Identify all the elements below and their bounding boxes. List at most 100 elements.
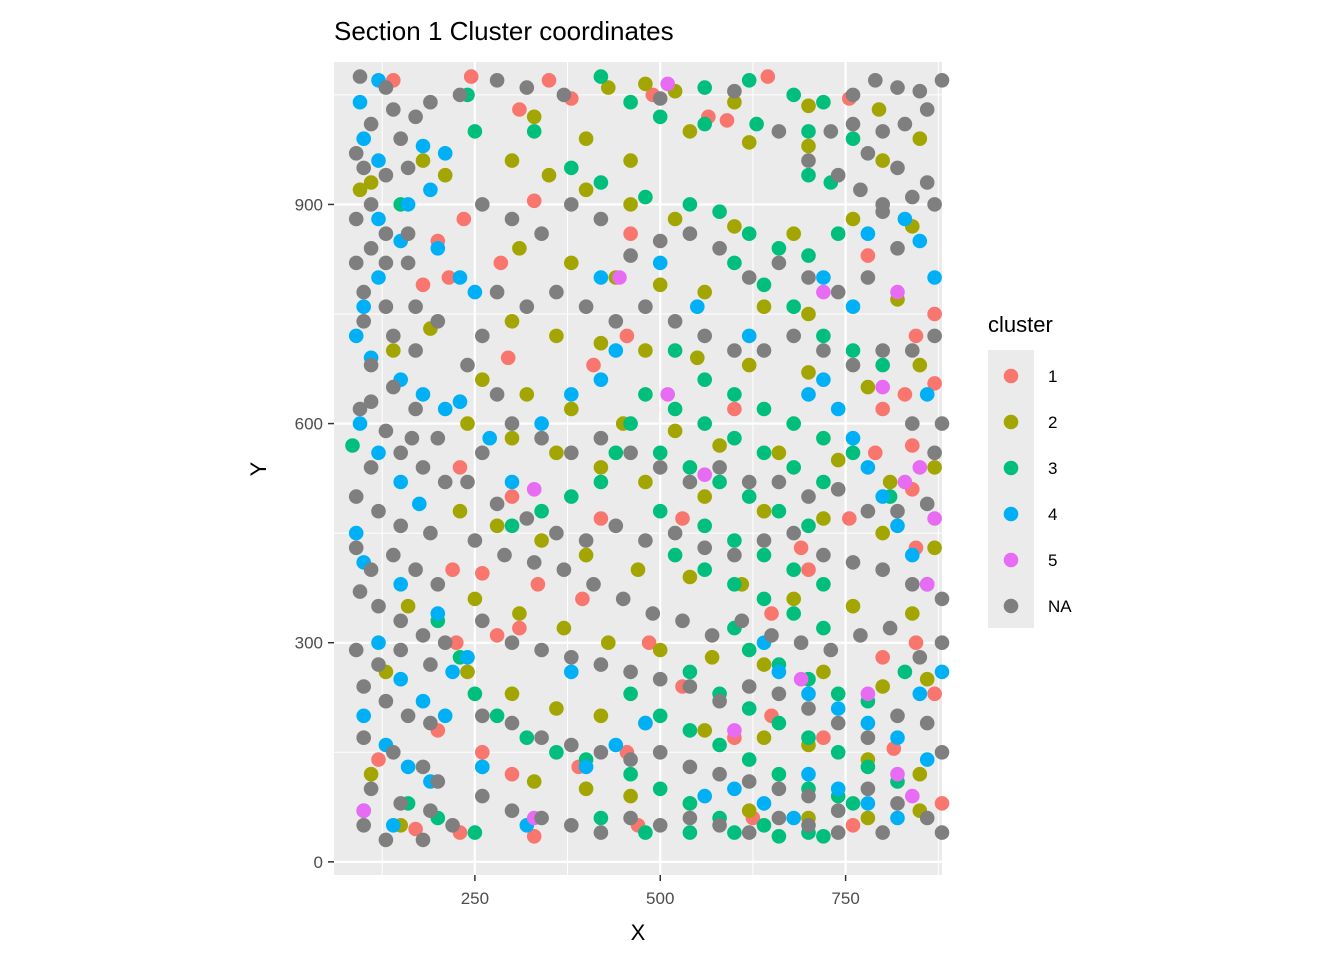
point-cluster-5: [875, 379, 890, 395]
point-cluster-na: [378, 423, 394, 439]
point-cluster-3: [816, 94, 831, 110]
point-cluster-na: [623, 664, 638, 680]
point-cluster-na: [534, 226, 549, 241]
point-cluster-4: [860, 460, 876, 475]
point-cluster-4: [564, 664, 579, 680]
point-cluster-4: [393, 474, 409, 490]
point-cluster-2: [593, 335, 609, 351]
point-cluster-1: [526, 829, 542, 844]
point-cluster-3: [771, 715, 787, 731]
point-cluster-2: [475, 372, 490, 388]
point-cluster-na: [771, 781, 787, 797]
point-cluster-2: [912, 131, 928, 146]
point-cluster-3: [712, 474, 727, 490]
point-cluster-3: [756, 591, 772, 607]
point-cluster-na: [890, 796, 905, 811]
point-cluster-1: [504, 766, 520, 782]
point-cluster-1: [719, 113, 735, 128]
point-cluster-2: [452, 503, 468, 519]
point-cluster-3: [801, 730, 816, 745]
point-cluster-2: [460, 416, 475, 431]
point-cluster-na: [890, 503, 905, 519]
point-cluster-1: [512, 102, 527, 117]
point-cluster-1: [842, 511, 857, 526]
point-cluster-na: [608, 314, 624, 329]
point-cluster-1: [463, 69, 479, 84]
point-cluster-na: [860, 503, 876, 519]
point-cluster-na: [816, 343, 831, 358]
point-cluster-1: [927, 686, 942, 702]
point-cluster-2: [786, 591, 801, 607]
point-cluster-3: [845, 796, 861, 811]
point-cluster-na: [475, 197, 490, 212]
point-cluster-2: [727, 219, 742, 234]
point-cluster-3: [593, 69, 609, 84]
point-cluster-3: [682, 460, 698, 475]
point-cluster-3: [549, 745, 564, 760]
point-cluster-2: [756, 730, 772, 745]
point-cluster-na: [830, 715, 846, 731]
point-cluster-4: [927, 270, 942, 285]
point-cluster-3: [845, 343, 861, 358]
point-cluster-1: [623, 226, 638, 241]
point-cluster-na: [741, 774, 757, 789]
point-cluster-4: [608, 343, 624, 358]
point-cluster-na: [356, 818, 372, 833]
point-cluster-2: [630, 562, 646, 577]
legend: cluster 1 2 3 4 5 NA: [988, 312, 1072, 628]
point-cluster-1: [875, 401, 890, 417]
point-cluster-1: [475, 745, 490, 760]
point-cluster-1: [586, 357, 601, 373]
point-cluster-na: [556, 87, 572, 103]
point-cluster-2: [801, 365, 816, 380]
point-cluster-4: [860, 226, 876, 241]
legend-title: cluster: [988, 312, 1053, 337]
point-cluster-2: [400, 598, 416, 614]
point-cluster-na: [919, 715, 935, 731]
point-cluster-4: [786, 810, 801, 826]
point-cluster-2: [541, 167, 557, 183]
point-cluster-3: [845, 445, 861, 461]
point-cluster-4: [445, 664, 460, 680]
point-cluster-na: [875, 204, 890, 219]
point-cluster-4: [386, 818, 401, 833]
point-cluster-3: [519, 730, 535, 745]
point-cluster-1: [530, 577, 546, 592]
point-cluster-na: [830, 284, 846, 300]
y-tick-label: 900: [295, 195, 323, 214]
point-cluster-na: [578, 299, 594, 315]
point-cluster-2: [534, 533, 549, 548]
point-cluster-na: [853, 182, 868, 198]
point-cluster-2: [756, 503, 772, 519]
point-cluster-na: [393, 131, 409, 146]
point-cluster-na: [504, 211, 520, 227]
point-cluster-1: [934, 796, 950, 811]
point-cluster-na: [801, 818, 816, 833]
point-cluster-3: [652, 708, 668, 724]
point-cluster-3: [638, 189, 653, 205]
point-cluster-2: [549, 445, 564, 461]
point-cluster-1: [456, 211, 472, 227]
point-cluster-na: [860, 146, 876, 161]
point-cluster-na: [593, 657, 609, 672]
point-cluster-na: [934, 416, 950, 431]
point-cluster-3: [682, 825, 698, 840]
point-cluster-1: [371, 752, 386, 767]
point-cluster-2: [564, 401, 579, 417]
point-cluster-3: [697, 372, 712, 388]
point-cluster-3: [682, 723, 698, 738]
point-cluster-na: [564, 445, 579, 461]
point-cluster-5: [356, 803, 372, 818]
point-cluster-na: [845, 357, 861, 373]
point-cluster-3: [667, 401, 683, 417]
point-cluster-4: [801, 686, 816, 702]
point-cluster-1: [860, 248, 876, 263]
point-cluster-2: [875, 679, 890, 694]
point-cluster-2: [741, 803, 757, 818]
point-cluster-na: [667, 525, 683, 541]
point-cluster-na: [363, 460, 379, 475]
point-cluster-na: [356, 314, 372, 329]
point-cluster-na: [638, 533, 653, 548]
point-cluster-4: [371, 635, 386, 650]
point-cluster-1: [500, 350, 516, 366]
